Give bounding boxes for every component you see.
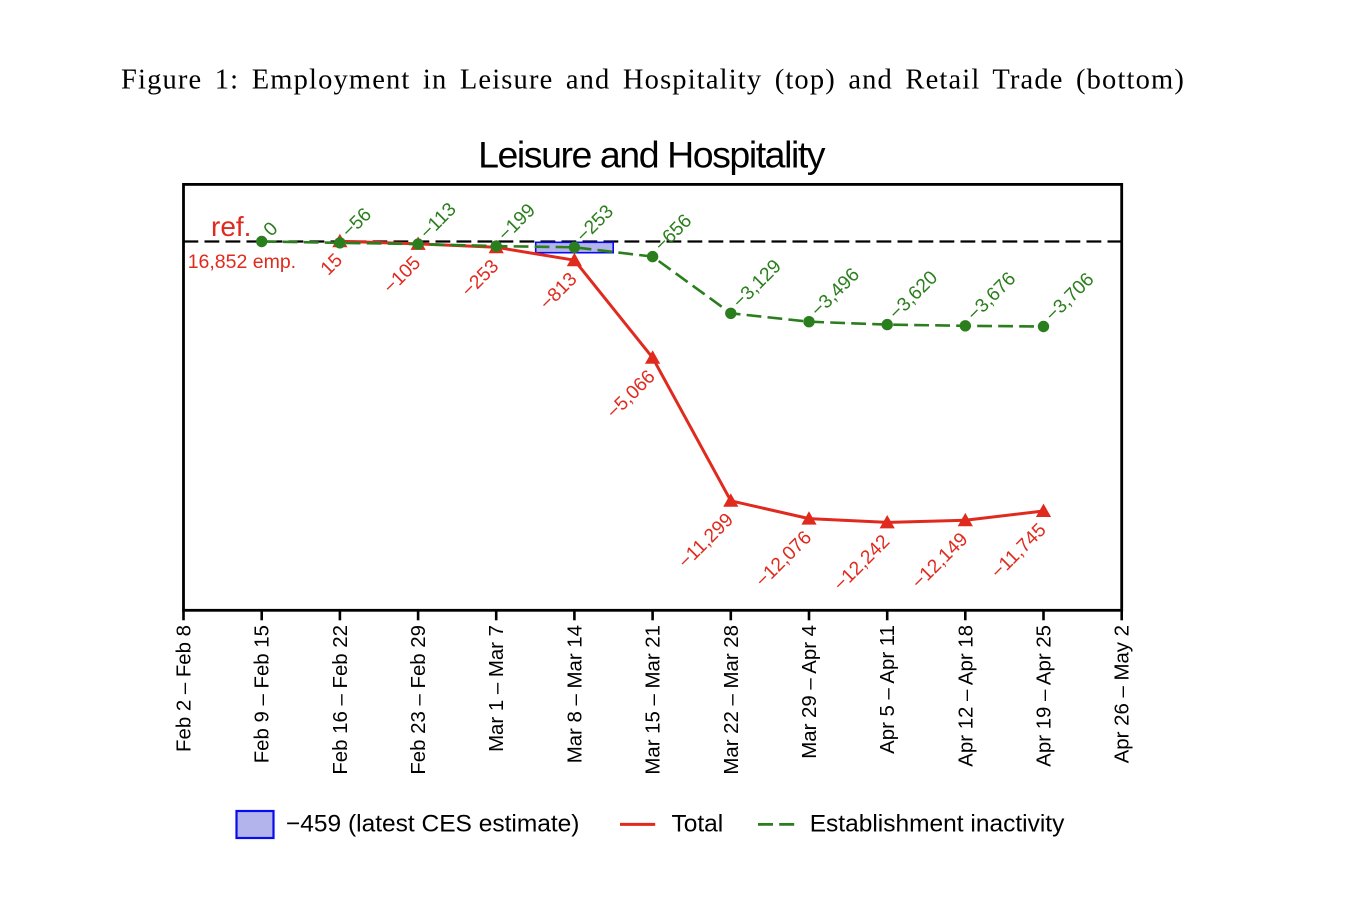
svg-text:−813: −813 [536, 269, 581, 314]
svg-text:−11,299: −11,299 [675, 509, 738, 572]
svg-text:−3,496: −3,496 [807, 264, 864, 321]
svg-text:−253: −253 [573, 201, 618, 246]
svg-text:Leisure and Hospitality: Leisure and Hospitality [478, 133, 826, 175]
svg-text:−656: −656 [651, 211, 696, 256]
svg-text:Establishment inactivity: Establishment inactivity [810, 811, 1065, 838]
svg-text:−12,149: −12,149 [908, 529, 972, 593]
svg-text:−12,242: −12,242 [830, 531, 894, 595]
svg-text:−253: −253 [458, 256, 503, 301]
svg-text:Apr 26 – May 2: Apr 26 – May 2 [1112, 625, 1134, 763]
svg-text:Mar 29 – Apr 4: Mar 29 – Apr 4 [799, 625, 821, 759]
svg-text:Feb 2 – Feb 8: Feb 2 – Feb 8 [174, 625, 196, 752]
svg-text:−56: −56 [338, 204, 376, 242]
svg-text:Mar 1 – Mar 7: Mar 1 – Mar 7 [486, 625, 508, 752]
svg-text:Mar 8 – Mar 14: Mar 8 – Mar 14 [564, 625, 586, 763]
svg-text:−113: −113 [416, 199, 460, 243]
svg-text:Feb 23 – Feb 29: Feb 23 – Feb 29 [408, 625, 430, 775]
svg-text:Mar 15 – Mar 21: Mar 15 – Mar 21 [643, 625, 665, 775]
svg-text:Apr 19 – Apr 25: Apr 19 – Apr 25 [1034, 625, 1056, 767]
svg-text:16,852 emp.: 16,852 emp. [188, 251, 296, 273]
svg-text:−459 (latest CES estimate): −459 (latest CES estimate) [286, 811, 579, 838]
svg-text:Apr 12 – Apr 18: Apr 12 – Apr 18 [955, 625, 977, 767]
svg-text:−12,076: −12,076 [752, 527, 816, 591]
svg-text:Total: Total [672, 811, 724, 838]
svg-text:15: 15 [317, 250, 347, 280]
svg-text:−5,066: −5,066 [603, 366, 660, 423]
svg-text:−105: −105 [380, 253, 425, 298]
svg-text:−11,745: −11,745 [987, 520, 1050, 583]
svg-text:ref.: ref. [211, 211, 251, 242]
svg-text:−3,620: −3,620 [885, 267, 942, 324]
svg-text:−199: −199 [494, 200, 539, 245]
svg-text:Mar 22 – Mar 28: Mar 22 – Mar 28 [721, 625, 743, 775]
svg-text:−3,676: −3,676 [963, 268, 1020, 325]
svg-text:Feb 16 – Feb 22: Feb 16 – Feb 22 [330, 625, 352, 775]
svg-text:Apr 5 – Apr 11: Apr 5 – Apr 11 [877, 625, 899, 754]
svg-text:Feb 9 – Feb 15: Feb 9 – Feb 15 [252, 625, 274, 763]
svg-text:−3,706: −3,706 [1042, 269, 1099, 326]
svg-text:Figure 1: Employment in Leisur: Figure 1: Employment in Leisure and Hosp… [121, 65, 1185, 96]
svg-text:−3,129: −3,129 [729, 256, 786, 313]
